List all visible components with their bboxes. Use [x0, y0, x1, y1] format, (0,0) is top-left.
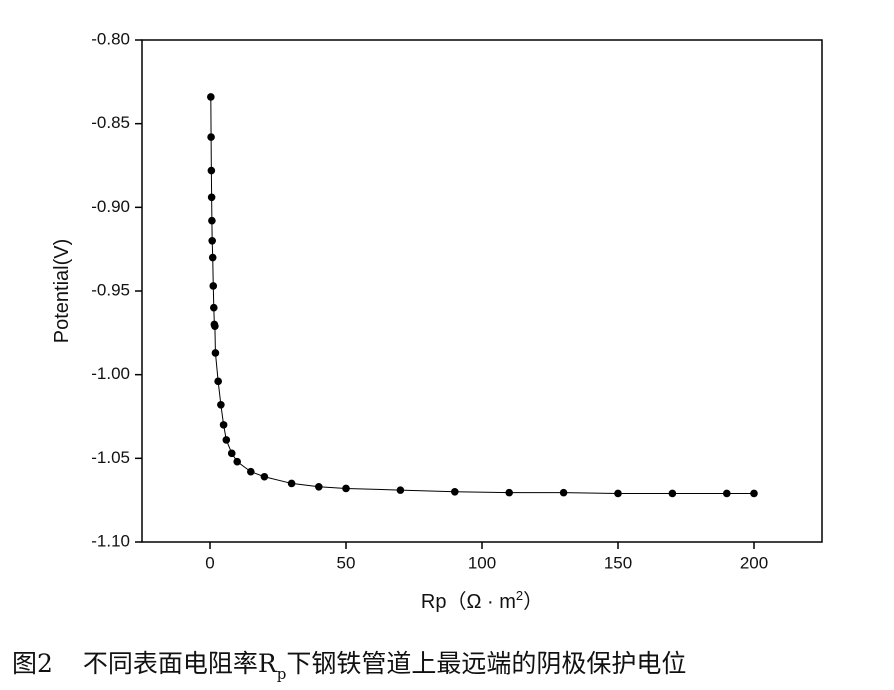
x-axis-title: Rp（Ω · m2）: [421, 588, 543, 613]
data-point: [342, 484, 350, 493]
data-point: [222, 436, 231, 444]
data-point: [559, 488, 568, 497]
y-tick-label: -0.80: [91, 29, 130, 48]
data-point: [217, 400, 225, 409]
x-tick-label: 0: [205, 553, 214, 572]
data-point: [214, 377, 222, 386]
data-point: [208, 216, 216, 225]
caption: 图2 不同表面电阻率Rp下钢铁管道上最远端的阴极保护电位: [12, 649, 686, 683]
y-tick-label: -0.90: [91, 197, 130, 216]
data-point: [287, 479, 296, 488]
data-point: [315, 482, 323, 491]
data-point: [227, 449, 236, 458]
x-title-part: ）: [523, 590, 543, 613]
series-line: [210, 96, 754, 494]
data-point: [260, 472, 269, 481]
data-point: [211, 349, 220, 357]
x-title-sup: 2: [516, 588, 523, 603]
data-point: [247, 467, 255, 476]
x-title-part: Rp（Ω · m: [421, 590, 516, 613]
x-tick-label: 150: [604, 553, 632, 572]
data-point: [207, 166, 216, 175]
data-point: [723, 489, 731, 498]
y-tick-label: -0.85: [91, 113, 130, 132]
data-point: [233, 457, 241, 466]
y-tick-label: -1.00: [91, 364, 130, 383]
x-tick-label: 100: [468, 553, 496, 572]
data-point: [211, 322, 219, 330]
y-tick-label: -1.10: [91, 531, 130, 550]
data-point: [451, 488, 459, 496]
data-point: [209, 282, 218, 290]
data-point: [668, 489, 677, 498]
y-tick-label: -0.95: [91, 280, 130, 299]
data-point: [505, 488, 513, 497]
data-point: [396, 486, 405, 494]
data-point: [208, 253, 217, 262]
data-point: [208, 237, 216, 245]
data-point: [207, 193, 216, 202]
caption-sub: p: [277, 665, 287, 683]
y-axis-title: Potential(V): [51, 239, 73, 344]
data-point: [210, 303, 218, 312]
x-tick-label: 200: [740, 553, 768, 572]
caption-part: 下钢铁管道上最远端的阴极保护电位: [286, 649, 686, 678]
data-point: [219, 421, 228, 429]
data-point: [207, 93, 215, 101]
data-point: [207, 133, 215, 141]
caption-part: 不同表面电阻率R: [83, 649, 278, 678]
data-point: [614, 489, 622, 498]
caption-figure: 图2: [12, 649, 53, 678]
data-point: [750, 489, 758, 498]
x-tick-label: 50: [337, 553, 356, 572]
y-tick-label: -1.05: [91, 448, 130, 467]
